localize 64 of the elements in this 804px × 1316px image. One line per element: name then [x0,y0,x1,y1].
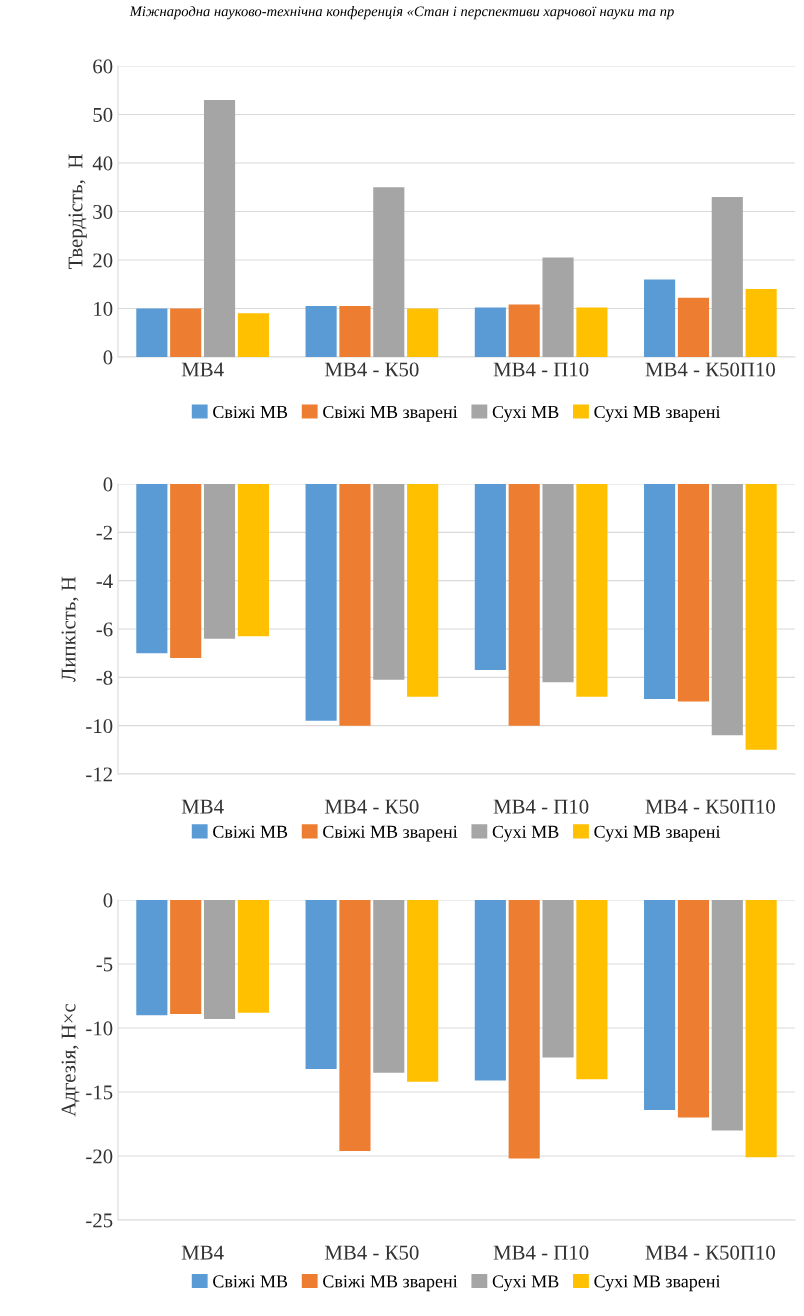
legend-label: Свіжі МВ зварені [323,1275,458,1292]
y-tick-label: -5 [96,957,113,972]
legend-label: Свіжі МВ [213,1275,288,1288]
legend-label: Сухі МВ зварені [594,1275,721,1292]
x-tick-label: МВ4 - К50 [325,362,419,377]
y-tick-label: -10 [86,719,113,734]
legend-label: Свіжі МВ [213,405,288,419]
bar [203,99,236,357]
x-tick-label: МВ4 [181,1245,224,1260]
y-axis-title: Твердість, Н [68,154,87,269]
bar [576,307,608,357]
y-tick-label: -12 [86,767,112,782]
y-tick-label: 0 [103,477,113,492]
y-tick-label: -8 [96,670,113,685]
x-tick-label: МВ4 - П10 [493,362,589,377]
x-tick-label: МВ4 - К50П10 [645,1245,775,1260]
y-tick-label: -6 [96,622,113,637]
y-tick-label: -2 [96,525,112,540]
y-tick-label: 20 [93,253,113,268]
bar [474,307,506,357]
y-tick-label: -15 [86,1085,113,1100]
y-axis-title: Липкість, Н [61,576,79,682]
bar [542,257,574,357]
bar [305,306,337,357]
bar [339,306,371,357]
y-axis-title: Адгезія, Н×с [61,1003,80,1117]
bar [508,304,540,357]
bar [237,313,269,357]
y-tick-label: -10 [86,1021,113,1036]
y-tick-label: 30 [93,204,113,219]
y-tick-label: 40 [92,156,113,171]
x-tick-label: МВ4 - К50 [325,1245,419,1260]
legend-label: Сухі МВ [492,405,559,422]
y-tick-label: -25 [86,1213,113,1228]
bar [407,308,439,357]
bar [136,308,168,357]
legend-label: Сухі МВ зварені [594,405,721,422]
bar [644,279,676,357]
y-tick-label: -20 [86,1149,113,1164]
x-tick-label: МВ4 - П10 [493,1245,589,1260]
bar [711,196,743,357]
y-tick-label: 0 [103,893,113,908]
y-tick-label: 10 [94,301,113,316]
x-tick-label: МВ4 - П10 [493,799,589,814]
text: Міжнародна науково-технічна конференція «Стан і перспективи харчової науки та пр [129,6,674,20]
y-tick-label: 50 [93,107,113,122]
x-tick-label: МВ4 [181,362,224,377]
bar [745,289,777,357]
y-tick-label: 0 [103,350,113,365]
legend-label: Сухі МВ [492,1275,559,1292]
legend-label: Свіжі МВ зварені [323,405,458,422]
bar [170,308,202,357]
legend-label: Сухі МВ зварені [594,825,721,842]
legend-label: Сухі МВ [492,825,559,842]
x-tick-label: МВ4 [181,799,224,814]
bar [373,187,405,357]
x-tick-label: МВ4 - К50П10 [645,799,775,814]
legend-label: Свіжі МВ [213,825,288,838]
legend-label: Свіжі МВ зварені [323,825,458,842]
y-tick-label: -4 [96,574,113,588]
bar [677,297,710,357]
x-tick-label: МВ4 - К50 [325,799,419,814]
x-tick-label: МВ4 - К50П10 [645,362,775,377]
y-tick-label: 60 [93,59,113,74]
